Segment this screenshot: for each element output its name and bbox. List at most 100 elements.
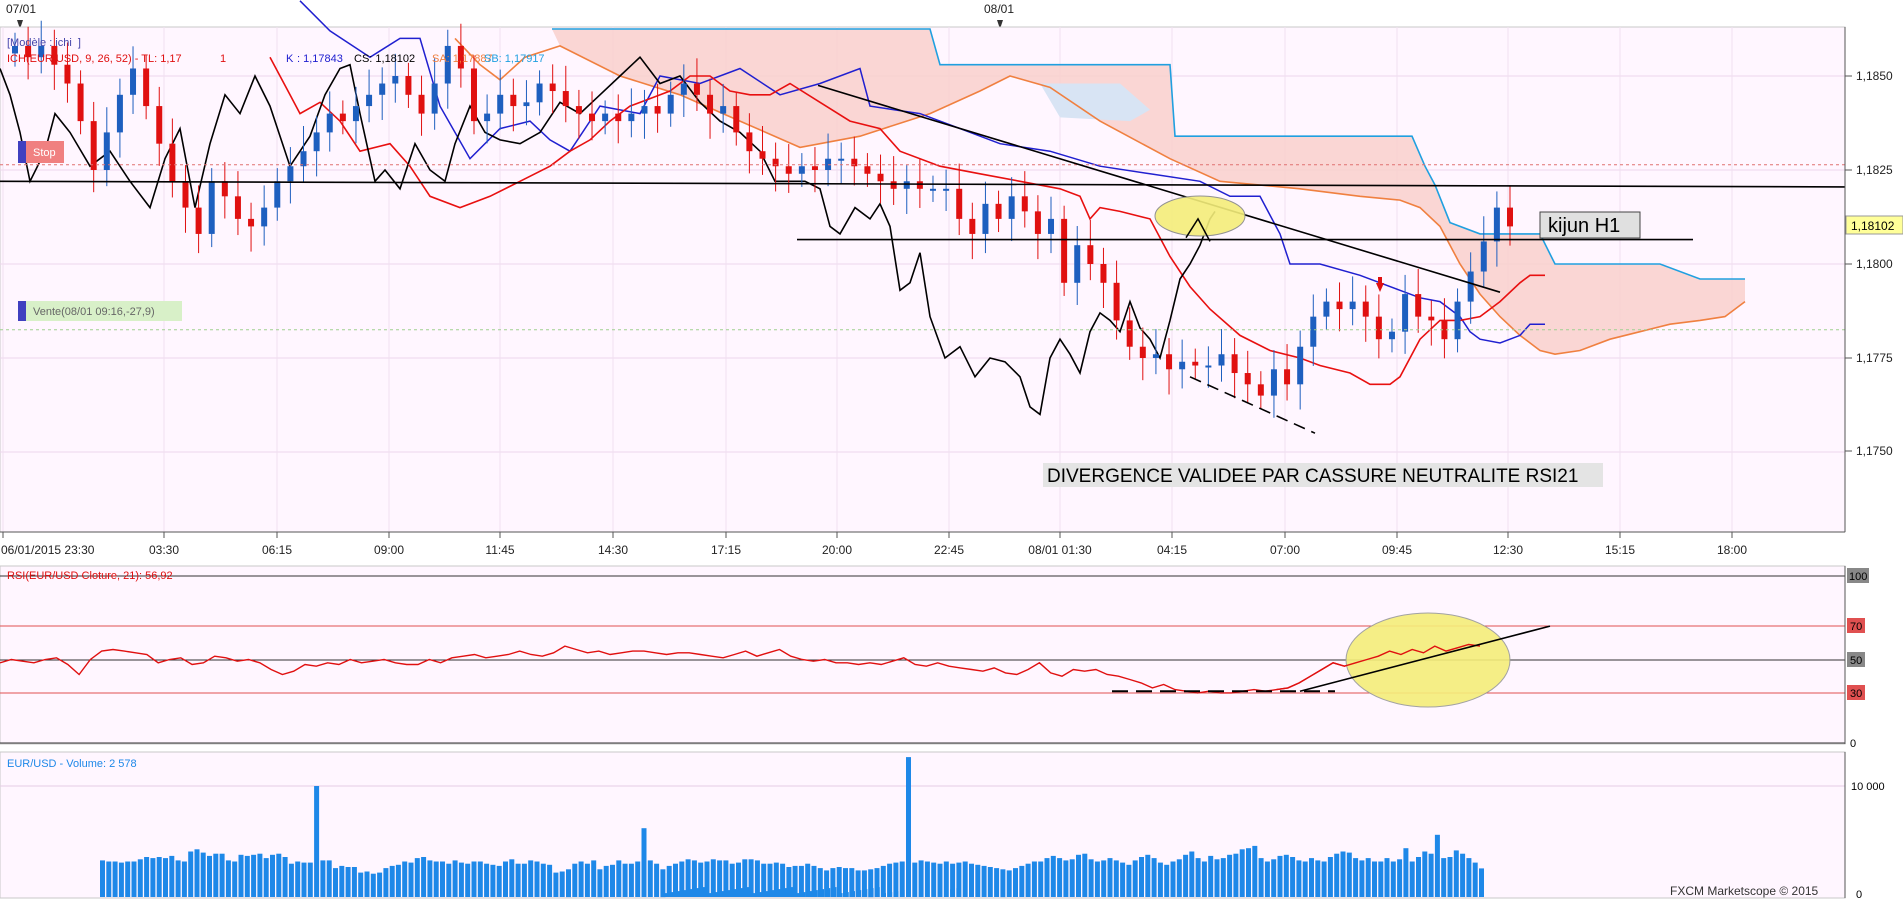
volume-bar: [918, 860, 924, 897]
volume-bar: [301, 862, 307, 897]
rsi-tick-0: 0: [1850, 738, 1856, 750]
volume-bar: [1076, 854, 1081, 897]
volume-bar: [1214, 859, 1220, 897]
volume-bar: [767, 863, 773, 897]
rsi-neutrality-ellipse: [1345, 612, 1511, 708]
volume-bar-low: [931, 892, 936, 897]
volume-bar: [471, 861, 477, 897]
volume-bar-low: [882, 893, 886, 897]
time-label-3: 09:00: [374, 543, 404, 557]
candle-body: [274, 181, 281, 208]
volume-bar: [786, 867, 792, 897]
rsi-tick-30: 30: [1850, 688, 1862, 700]
divergence-text: DIVERGENCE VALIDEE PAR CASSURE NEUTRALIT…: [1047, 466, 1578, 487]
volume-bar-low: [789, 887, 793, 897]
candle-body: [392, 76, 399, 84]
volume-bar: [1397, 859, 1403, 897]
candle-body: [221, 181, 228, 197]
candle-body: [575, 106, 582, 114]
candle-body: [1008, 196, 1015, 219]
volume-bar: [1283, 854, 1289, 897]
volume-bar: [641, 828, 647, 897]
volume-bar: [314, 786, 320, 897]
volume-bar: [1233, 853, 1239, 897]
volume-bar: [1038, 861, 1044, 897]
candle-body: [1336, 301, 1343, 310]
volume-bar: [861, 870, 867, 897]
breakout-ellipse: [1154, 195, 1246, 237]
volume-bar: [723, 860, 729, 897]
rsi-levels: [0, 575, 1845, 744]
candle-body: [418, 94, 425, 114]
volume-bar: [811, 865, 817, 897]
volume-bar: [1479, 868, 1484, 897]
time-label-11: 07:00: [1270, 543, 1300, 557]
volume-bar: [257, 853, 263, 897]
volume-bar: [534, 861, 540, 897]
candle-body: [890, 181, 897, 189]
candle-body: [1257, 384, 1264, 396]
sell-signal-arrow-stem: [1378, 277, 1382, 284]
volume-bar: [603, 865, 609, 897]
volume-bar: [748, 859, 754, 897]
volume-bar: [421, 857, 427, 897]
volume-bar: [899, 861, 905, 897]
candle-body: [143, 68, 150, 107]
volume-bar: [1334, 853, 1340, 897]
volume-bar-low: [875, 887, 880, 897]
candle-body: [641, 106, 648, 114]
copyright-label: FXCM Marketscope © 2015: [1670, 884, 1819, 898]
volume-bar-low: [727, 890, 731, 897]
volume-bar: [1094, 861, 1100, 897]
kumo-cloud-bull: [1040, 83, 1150, 122]
candle-body: [654, 106, 661, 114]
volume-bar-low: [714, 892, 719, 897]
volume-bar: [181, 861, 187, 897]
candle-body: [995, 203, 1002, 219]
volume-bar-low: [801, 892, 806, 897]
volume-bar: [383, 868, 389, 897]
volume-bar: [1422, 851, 1428, 897]
candle-body: [589, 113, 596, 122]
candle-body: [1205, 365, 1212, 368]
volume-bar-low: [758, 892, 762, 897]
volume-bar: [156, 857, 162, 897]
time-label-9: 08/01 01:30: [1028, 543, 1092, 557]
volume-bar: [509, 859, 515, 897]
senkou-span-a-line: [454, 37, 1746, 356]
indicator-legend: ICH(EUR/USD, 9, 26, 52) - TL: 1,17 1 K :…: [7, 53, 545, 65]
volume-bar: [1120, 862, 1126, 897]
candle-body: [785, 166, 792, 174]
volume-bar: [490, 864, 496, 897]
candle-body: [366, 94, 373, 107]
volume-bar: [433, 861, 439, 897]
volume-bar-low: [696, 888, 700, 897]
candle-body: [562, 91, 569, 107]
volume-bar-low: [844, 892, 849, 897]
vente-order-marker[interactable]: Vente(08/01 09:16,-27,9): [18, 301, 182, 321]
volume-bar: [1170, 861, 1176, 897]
volume-plot-area: [100, 757, 1484, 898]
volume-bar: [503, 861, 508, 897]
volume-bar-low: [888, 892, 893, 897]
volume-bar-low: [919, 887, 924, 897]
volume-bar: [1466, 858, 1472, 897]
time-axis: 06/01/2015 23:30 03:30 06:15 09:00 11:45 14:3…: [0, 531, 1845, 557]
rsi-panel[interactable]: [0, 565, 1846, 745]
volume-bar: [868, 869, 874, 898]
volume-bar: [333, 868, 338, 897]
candle-body: [1284, 369, 1291, 385]
candle-body: [1415, 294, 1422, 317]
volume-bar: [1302, 861, 1308, 897]
time-label-13: 12:30: [1493, 543, 1523, 557]
volume-bar-low: [900, 890, 905, 897]
candle-body: [1362, 301, 1369, 317]
volume-bar-low: [733, 889, 738, 897]
stop-order-marker[interactable]: Stop: [18, 141, 64, 163]
candle-body: [234, 196, 241, 219]
volume-bar: [1472, 862, 1478, 897]
volume-bar: [1013, 868, 1018, 897]
candle-body: [339, 113, 346, 122]
